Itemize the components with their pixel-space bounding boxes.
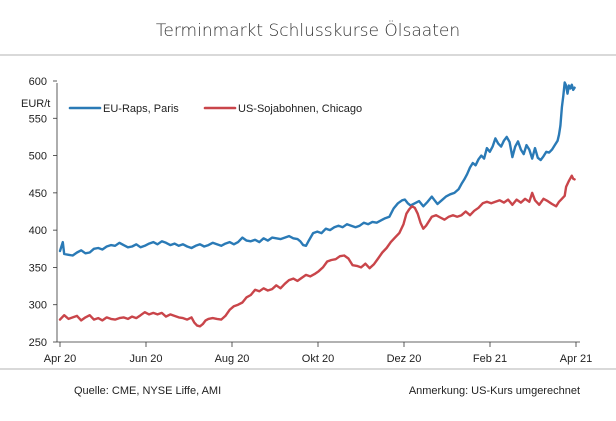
y-tick-label: 600 bbox=[29, 76, 47, 88]
y-axis-ticks: 250 300 350 400 450 500 550 600 bbox=[29, 76, 57, 349]
x-tick-label: Apr 21 bbox=[560, 353, 592, 365]
y-axis-label: EUR/t bbox=[21, 98, 50, 110]
x-tick-label: Dez 20 bbox=[387, 353, 422, 365]
x-tick-label: Jun 20 bbox=[129, 353, 162, 365]
legend-label: EU-Raps, Paris bbox=[103, 103, 179, 115]
series-line-eu-raps bbox=[58, 81, 576, 257]
source-note: Quelle: CME, NYSE Liffe, AMI bbox=[74, 385, 222, 397]
x-tick-label: Okt 20 bbox=[302, 353, 334, 365]
y-tick-label: 300 bbox=[29, 300, 47, 312]
legend: EU-Raps, Paris US-Sojabohnen, Chicago bbox=[68, 103, 362, 115]
legend-label: US-Sojabohnen, Chicago bbox=[238, 103, 362, 115]
y-tick-label: 350 bbox=[29, 262, 47, 274]
x-tick-label: Apr 20 bbox=[44, 353, 76, 365]
x-tick-label: Feb 21 bbox=[473, 353, 507, 365]
y-tick-label: 550 bbox=[29, 113, 47, 125]
x-tick-label: Aug 20 bbox=[215, 353, 250, 365]
y-tick-label: 500 bbox=[29, 151, 47, 163]
chart-title: Terminmarkt Schlusskurse Ölsaaten bbox=[155, 21, 461, 41]
x-axis-ticks: Apr 20 Jun 20 Aug 20 Okt 20 Dez 20 Feb 21 Apr … bbox=[44, 342, 592, 365]
y-tick-label: 450 bbox=[29, 188, 47, 200]
series-layer bbox=[58, 81, 576, 328]
y-tick-label: 250 bbox=[29, 337, 47, 349]
remark-note: Anmerkung: US-Kurs umgerechnet bbox=[408, 385, 580, 397]
series-line-us-soy bbox=[58, 174, 576, 328]
y-tick-label: 400 bbox=[29, 225, 47, 237]
